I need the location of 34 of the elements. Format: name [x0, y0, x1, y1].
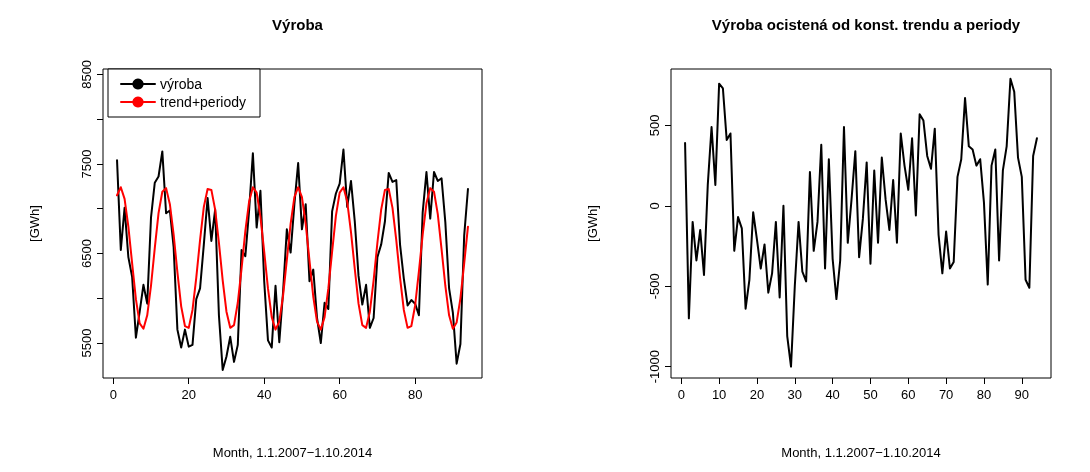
y-tick-label: -1000 — [647, 349, 662, 384]
chart-title: Výroba ocistená od konst. trendu a periody — [711, 16, 1021, 33]
line-series — [116, 148, 469, 371]
y-axis-title: [GWh] — [27, 205, 42, 242]
x-tick-label: 90 — [1014, 387, 1030, 402]
legend-label: výroba — [160, 76, 203, 92]
x-tick-label: 40 — [825, 387, 840, 402]
y-tick-label: 0 — [647, 202, 662, 210]
x-axis-title: Month, 1.1.2007−1.10.2014 — [212, 445, 373, 460]
legend-label: trend+periody — [160, 94, 247, 110]
x-tick-label: 30 — [787, 387, 803, 402]
x-tick-label: 60 — [901, 387, 916, 402]
y-tick-label: 6500 — [79, 239, 94, 268]
x-tick-label: 0 — [677, 387, 685, 402]
x-tick-label: 50 — [863, 387, 878, 402]
x-tick-label: 70 — [938, 387, 954, 402]
x-tick-label: 60 — [332, 387, 347, 402]
x-tick-label: 80 — [407, 387, 423, 402]
x-axis-title: Month, 1.1.2007−1.10.2014 — [781, 445, 941, 460]
chart-title: Výroba — [272, 16, 324, 33]
y-tick-label: 8500 — [79, 59, 94, 89]
y-tick-label: 7500 — [79, 149, 94, 179]
x-tick-label: 10 — [711, 387, 727, 402]
y-tick-label: -500 — [647, 273, 662, 300]
y-tick-label: 5500 — [79, 328, 94, 358]
x-tick-label: 20 — [749, 387, 765, 402]
line-series — [116, 186, 469, 331]
x-tick-label: 80 — [976, 387, 992, 402]
y-axis-title: [GWh] — [585, 205, 600, 242]
x-tick-label: 40 — [256, 387, 272, 402]
x-tick-label: 0 — [109, 387, 117, 402]
x-tick-label: 20 — [181, 387, 196, 402]
line-series — [684, 77, 1038, 368]
y-tick-label: 500 — [647, 114, 662, 137]
